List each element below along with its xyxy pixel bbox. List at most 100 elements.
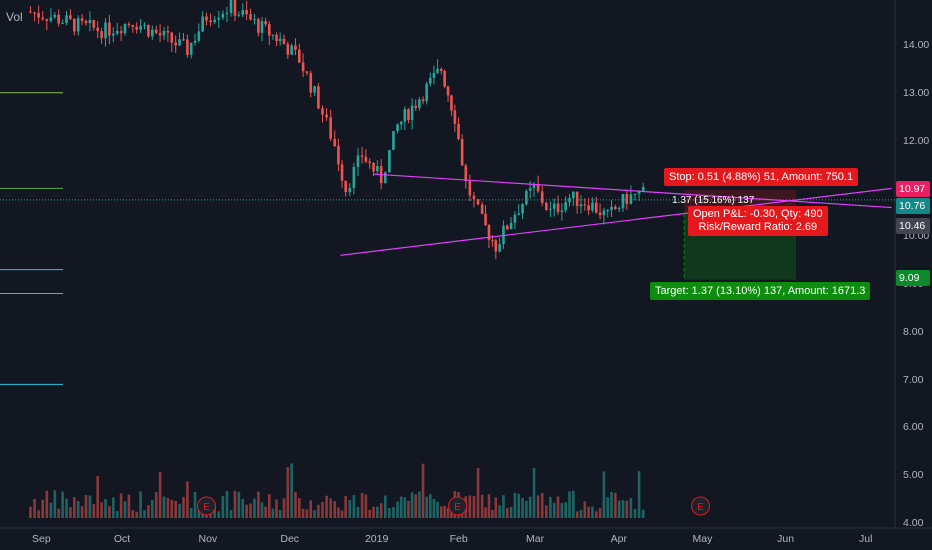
volume-bar (388, 507, 391, 518)
candle-body (57, 14, 61, 24)
volume-bar (37, 510, 40, 518)
volume-bar (241, 499, 245, 518)
candle-body (221, 13, 225, 18)
volume-bar (637, 471, 641, 518)
volume-bar (313, 510, 316, 518)
stop-label[interactable]: Stop: 0.51 (4.88%) 51, Amount: 750.1 (664, 168, 859, 186)
volume-bar (88, 495, 92, 518)
volume-bar (41, 499, 45, 518)
volume-bar (564, 502, 567, 518)
candle-body (498, 244, 501, 252)
candle-body (286, 44, 290, 55)
candle-body (399, 121, 403, 125)
volume-bar (360, 492, 364, 518)
volume-bar (115, 511, 119, 518)
candle-body (174, 42, 177, 46)
volume-bar (468, 495, 472, 518)
volume-bar (446, 508, 450, 518)
candle-body (464, 165, 468, 182)
volume-bar (325, 495, 328, 518)
y-tick-label: 6.00 (903, 421, 924, 434)
x-tick-label: Feb (449, 533, 468, 545)
candle-body (88, 20, 92, 24)
volume-bar (364, 494, 368, 518)
volume-bar (135, 511, 138, 518)
volume-bar (119, 493, 123, 518)
candle-body (621, 193, 625, 209)
volume-bar (591, 506, 594, 518)
volume-bar (154, 492, 158, 518)
candle-body (53, 14, 57, 18)
candle-body (147, 24, 150, 37)
candle-body (73, 18, 76, 32)
volume-bar (131, 510, 135, 518)
candle-body (509, 222, 513, 230)
volume-bar (96, 476, 100, 518)
volume-bar (108, 506, 111, 518)
volume-bar (80, 506, 84, 518)
volume-bar (498, 505, 501, 518)
volume-bar (92, 504, 96, 518)
volume-bar (399, 496, 403, 518)
candle-body (505, 225, 509, 230)
candle-body (127, 23, 131, 25)
volume-bar (112, 497, 115, 518)
volume-bar (610, 491, 613, 518)
volume-bar (579, 509, 583, 518)
candle-body (517, 213, 521, 215)
volume-bar (403, 497, 407, 518)
volume-bar (436, 501, 439, 518)
candle-body (403, 109, 407, 122)
candle-body (560, 210, 564, 212)
candle-body (457, 123, 460, 139)
volume-bar (491, 509, 494, 518)
candle-body (65, 15, 68, 23)
candle-body (487, 225, 491, 240)
candle-body (69, 15, 72, 19)
x-tick-label: Apr (610, 533, 627, 545)
volume-bar (368, 509, 372, 518)
candle-body (484, 213, 487, 226)
volume-bar (344, 496, 347, 518)
mid-label: 1.37 (15.16%) 137 (672, 195, 755, 206)
earnings-marker-label: E (203, 502, 210, 513)
candle-body (368, 161, 372, 163)
candle-body (502, 225, 505, 245)
x-tick-label: Sep (32, 533, 51, 545)
candle-body (297, 49, 301, 63)
candle-body (625, 193, 629, 204)
candle-body (356, 155, 360, 167)
volume-bar (264, 506, 267, 518)
volume-bar (170, 499, 174, 518)
y-tick-label: 4.00 (903, 517, 924, 529)
candle-body (301, 62, 305, 72)
volume-bar (282, 498, 286, 518)
volume-bar (340, 510, 344, 518)
target-label[interactable]: Target: 1.37 (13.10%) 137, Amount: 1671.… (650, 282, 871, 300)
candle-body (480, 204, 484, 214)
candle-body (429, 77, 432, 84)
y-tick-label: 12.00 (903, 134, 930, 147)
volume-bar (73, 497, 76, 518)
candle-body (388, 149, 391, 173)
volume-bar (505, 508, 509, 518)
candle-body (587, 205, 590, 211)
candle-body (80, 18, 84, 21)
pnl-label: Open P&L: -0.30, Qty: 490 (693, 208, 823, 220)
indicator-label: Vol (6, 10, 23, 24)
candle-body (37, 13, 40, 18)
volume-bar (193, 492, 197, 518)
volume-bar (587, 506, 590, 518)
candle-body (41, 17, 45, 20)
volume-bar (45, 490, 49, 518)
volume-bar (278, 509, 282, 518)
candle-body (201, 16, 204, 32)
volume-bar (484, 507, 487, 518)
candle-body (233, 0, 237, 16)
candle-body (186, 39, 189, 55)
volume-bar (182, 497, 185, 518)
pnl-box[interactable]: Open P&L: -0.30, Qty: 490 Risk/Reward Ra… (688, 206, 828, 236)
candle-body (540, 191, 544, 203)
